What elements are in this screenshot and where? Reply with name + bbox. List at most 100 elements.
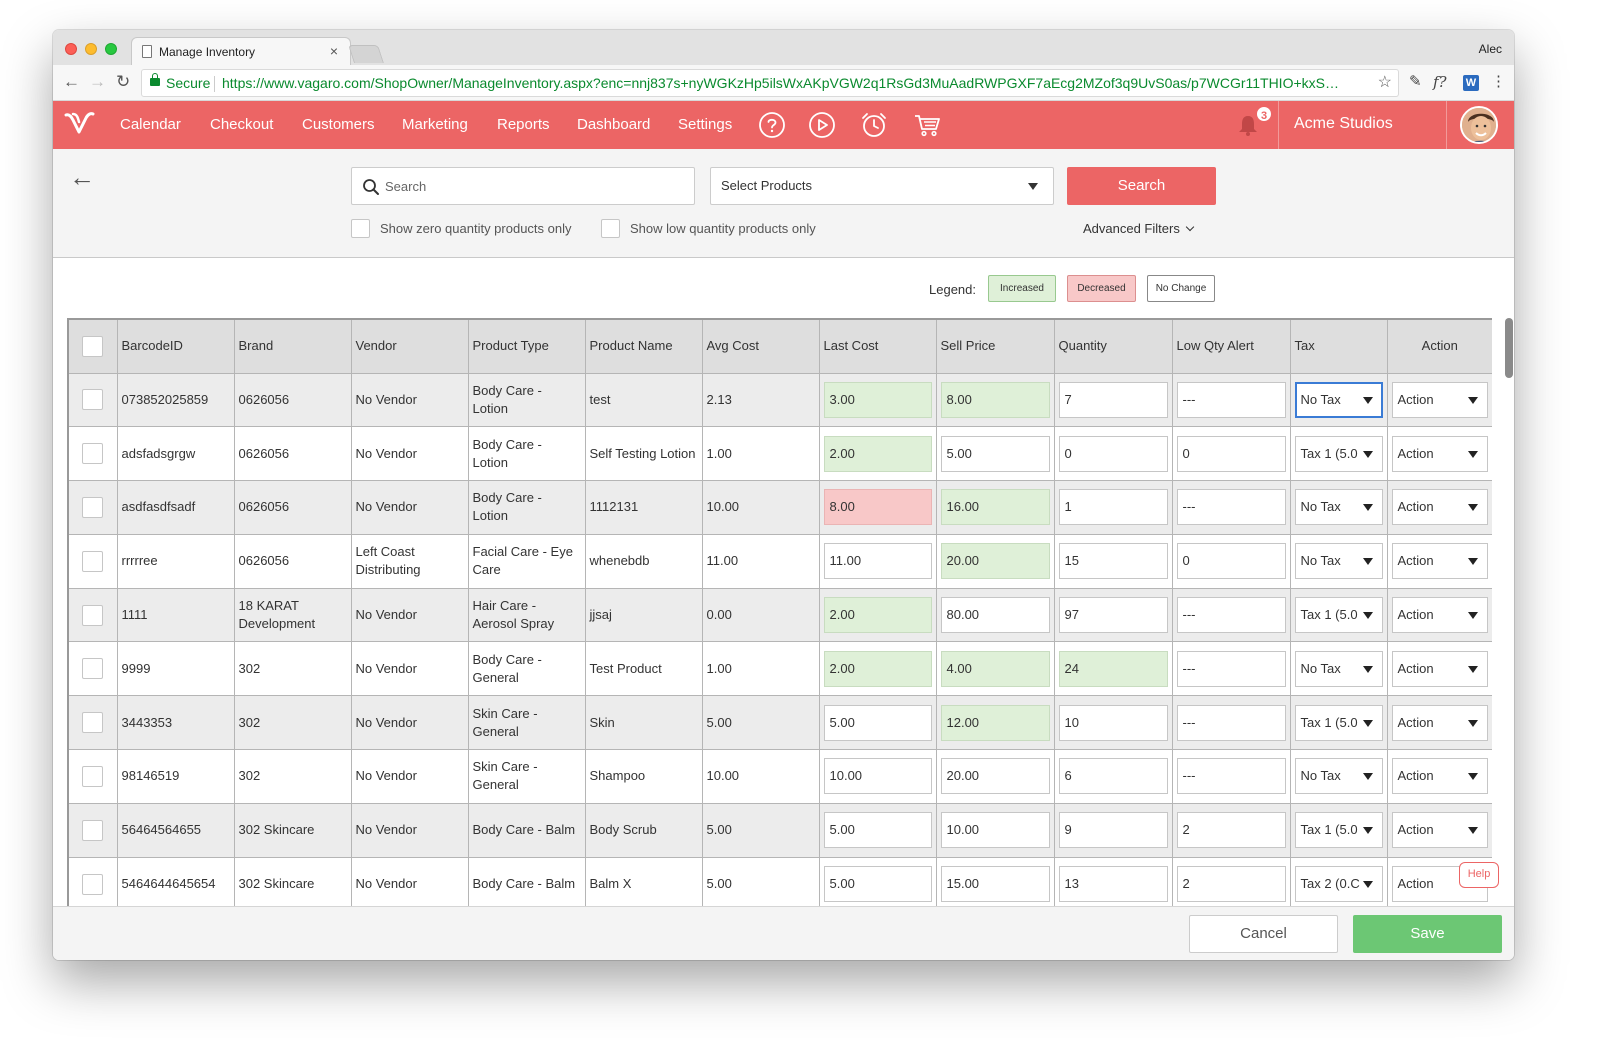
cancel-button[interactable]: Cancel	[1189, 915, 1338, 953]
action-select[interactable]: Action	[1391, 489, 1488, 526]
vertical-scrollbar[interactable]	[1505, 318, 1513, 378]
low-qty-alert-input[interactable]: 0	[1176, 543, 1286, 580]
row-checkbox[interactable]	[82, 496, 104, 518]
word-extension-icon[interactable]: W	[1463, 75, 1479, 91]
search-input[interactable]	[385, 168, 685, 204]
nav-calendar[interactable]: Calendar	[120, 116, 181, 133]
last-cost-input[interactable]: 8.00	[823, 489, 932, 526]
quantity-input[interactable]: 1	[1058, 489, 1168, 526]
alarm-clock-icon[interactable]	[860, 111, 888, 139]
row-checkbox[interactable]	[82, 604, 104, 626]
tax-select[interactable]: No Tax	[1294, 543, 1383, 580]
business-name[interactable]: Acme Studios	[1294, 115, 1393, 132]
row-checkbox[interactable]	[82, 712, 104, 734]
avatar[interactable]	[1460, 106, 1498, 144]
url-text[interactable]: https://www.vagaro.com/ShopOwner/ManageI…	[222, 75, 1342, 91]
sell-price-input[interactable]: 12.00	[940, 704, 1050, 741]
new-tab-button[interactable]	[348, 45, 384, 63]
quantity-input[interactable]: 6	[1058, 758, 1168, 795]
help-icon[interactable]	[758, 111, 786, 139]
action-select[interactable]: Action	[1391, 704, 1488, 741]
sell-price-input[interactable]: 15.00	[940, 866, 1050, 903]
play-icon[interactable]	[808, 111, 836, 139]
sell-price-input[interactable]: 20.00	[940, 543, 1050, 580]
minimize-window-button[interactable]	[85, 43, 97, 55]
row-checkbox[interactable]	[82, 443, 104, 465]
row-checkbox[interactable]	[82, 819, 104, 841]
save-button[interactable]: Save	[1353, 915, 1502, 953]
column-header[interactable]: Vendor	[350, 318, 469, 374]
action-select[interactable]: Action	[1391, 543, 1488, 580]
low-qty-alert-input[interactable]: ---	[1176, 597, 1286, 634]
action-select[interactable]: Action	[1391, 812, 1488, 849]
back-arrow-icon[interactable]: ←	[69, 162, 95, 192]
sell-price-input[interactable]: 4.00	[940, 650, 1050, 687]
sell-price-input[interactable]: 80.00	[940, 597, 1050, 634]
low-qty-alert-input[interactable]: 2	[1176, 866, 1286, 903]
browser-tab[interactable]: Manage Inventory ×	[131, 37, 351, 65]
browser-menu-icon[interactable]: ⋮	[1491, 73, 1506, 90]
url-field[interactable]: Secure https://www.vagaro.com/ShopOwner/…	[141, 69, 1399, 97]
last-cost-input[interactable]: 5.00	[823, 704, 932, 741]
low-qty-alert-input[interactable]: 2	[1176, 812, 1286, 849]
row-checkbox[interactable]	[82, 873, 104, 895]
nav-marketing[interactable]: Marketing	[402, 116, 468, 133]
quantity-input[interactable]: 7	[1058, 381, 1168, 418]
action-select[interactable]: Action	[1391, 435, 1488, 472]
tax-select[interactable]: Tax 1 (5.0	[1294, 812, 1383, 849]
quantity-input[interactable]: 24	[1058, 650, 1168, 687]
close-window-button[interactable]	[65, 43, 77, 55]
tax-select[interactable]: Tax 2 (0.C	[1294, 866, 1383, 903]
row-checkbox[interactable]	[82, 765, 104, 787]
column-header[interactable]: Quantity	[1053, 318, 1173, 374]
notification-badge[interactable]: 3	[1255, 105, 1273, 123]
action-select[interactable]: Action	[1391, 381, 1488, 418]
sell-price-input[interactable]: 8.00	[940, 381, 1050, 418]
low-qty-alert-input[interactable]: ---	[1176, 650, 1286, 687]
column-header[interactable]: Product Name	[584, 318, 703, 374]
sell-price-input[interactable]: 10.00	[940, 812, 1050, 849]
sell-price-input[interactable]: 5.00	[940, 435, 1050, 472]
cart-icon[interactable]	[913, 111, 941, 139]
quantity-input[interactable]: 15	[1058, 543, 1168, 580]
column-header[interactable]: Low Qty Alert	[1171, 318, 1291, 374]
quantity-input[interactable]: 97	[1058, 597, 1168, 634]
reload-icon[interactable]: ↻	[116, 72, 131, 91]
quantity-input[interactable]: 10	[1058, 704, 1168, 741]
low-qty-alert-input[interactable]: ---	[1176, 758, 1286, 795]
formula-extension-icon[interactable]: f?	[1433, 73, 1447, 91]
tax-select[interactable]: No Tax	[1294, 650, 1383, 687]
last-cost-input[interactable]: 5.00	[823, 812, 932, 849]
column-header[interactable]: Product Type	[467, 318, 586, 374]
low-qty-alert-input[interactable]: ---	[1176, 381, 1286, 418]
nav-settings[interactable]: Settings	[678, 116, 733, 133]
column-header[interactable]: Avg Cost	[701, 318, 820, 374]
tax-select[interactable]: Tax 1 (5.0	[1294, 597, 1383, 634]
sell-price-input[interactable]: 16.00	[940, 489, 1050, 526]
low-quantity-checkbox[interactable]	[601, 219, 620, 238]
nav-dashboard[interactable]: Dashboard	[577, 116, 651, 133]
column-header[interactable]: Last Cost	[818, 318, 937, 374]
tax-select[interactable]: No Tax	[1294, 758, 1383, 795]
zero-quantity-checkbox[interactable]	[351, 219, 370, 238]
column-header[interactable]: Action	[1386, 318, 1492, 374]
last-cost-input[interactable]: 10.00	[823, 758, 932, 795]
row-checkbox[interactable]	[82, 550, 104, 572]
action-select[interactable]: Action	[1391, 758, 1488, 795]
bookmark-star-icon[interactable]: ☆	[1377, 74, 1392, 91]
column-header[interactable]: BarcodeID	[116, 318, 235, 374]
action-select[interactable]: Action	[1391, 650, 1488, 687]
help-button[interactable]: Help	[1459, 862, 1499, 888]
tax-select[interactable]: No Tax	[1294, 381, 1383, 418]
last-cost-input[interactable]: 3.00	[823, 381, 932, 418]
vagaro-logo[interactable]	[63, 110, 95, 140]
bell-icon[interactable]	[1237, 113, 1259, 137]
browser-profile-name[interactable]: Alec	[1478, 42, 1502, 56]
tax-select[interactable]: Tax 1 (5.0	[1294, 704, 1383, 741]
sell-price-input[interactable]: 20.00	[940, 758, 1050, 795]
last-cost-input[interactable]: 2.00	[823, 597, 932, 634]
back-arrow-icon[interactable]: ←	[63, 72, 80, 91]
maximize-window-button[interactable]	[105, 43, 117, 55]
last-cost-input[interactable]: 5.00	[823, 866, 932, 903]
nav-checkout[interactable]: Checkout	[210, 116, 274, 133]
